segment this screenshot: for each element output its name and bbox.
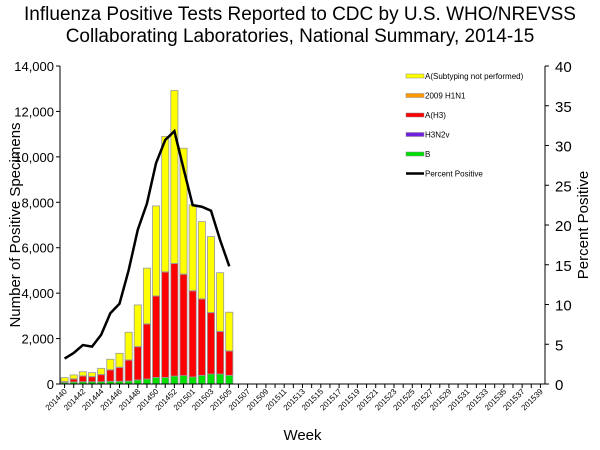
y-tick-label: 8,000 <box>21 195 54 210</box>
legend-label: 2009 H1N1 <box>425 92 466 101</box>
bar-b <box>179 375 188 385</box>
bar-a-h3- <box>142 323 151 380</box>
bar-b <box>133 379 142 385</box>
bar-b <box>225 374 234 385</box>
y-tick-label: 0 <box>47 377 54 392</box>
bar-a-subtyping-not-performed- <box>97 367 106 375</box>
legend-label: Percent Positive <box>425 170 483 179</box>
bar-a-subtyping-not-performed- <box>142 267 151 325</box>
title-line-1: Influenza Positive Tests Reported to CDC… <box>24 4 576 25</box>
percent-positive-line <box>63 128 231 360</box>
bar-a-subtyping-not-performed- <box>69 374 78 380</box>
y-tick-label: 10,000 <box>14 150 54 165</box>
y2-tick-label: 5 <box>555 337 563 354</box>
title-line-2: Collaborating Laboratories, National Sum… <box>65 26 535 47</box>
y-tick-label: 2,000 <box>21 332 54 347</box>
y2-axis-label: Percent Positive <box>575 171 592 279</box>
x-axis-label: Week <box>283 427 322 444</box>
bar-b <box>188 376 197 385</box>
bar-a-h3- <box>133 346 142 381</box>
chart-title: Influenza Positive Tests Reported to CDC… <box>0 4 600 48</box>
bar-a-h3- <box>78 375 87 383</box>
bar-a-h3- <box>152 295 161 378</box>
bar-a-subtyping-not-performed- <box>197 221 206 300</box>
y2-tick-label: 20 <box>555 218 572 235</box>
bar-a-subtyping-not-performed- <box>188 204 197 292</box>
bar-a-h3- <box>88 376 96 383</box>
y2-tick-label: 35 <box>555 99 572 116</box>
legend-label: A(H3) <box>425 111 446 120</box>
y2-tick-label: 15 <box>555 258 572 275</box>
bar-b <box>142 378 151 385</box>
bar-a-subtyping-not-performed- <box>179 147 188 275</box>
bar-a-subtyping-not-performed- <box>225 311 234 352</box>
legend-swatch <box>405 112 425 118</box>
y-tick-label: 12,000 <box>14 104 54 119</box>
bar-b <box>161 377 170 385</box>
bar-a-h3- <box>69 378 78 383</box>
bar-a-h3- <box>216 331 225 375</box>
bar-a-h3- <box>115 367 124 382</box>
bar-a-subtyping-not-performed- <box>60 377 69 382</box>
bar-a-h3- <box>225 350 234 376</box>
y-tick-label: 14,000 <box>14 59 54 74</box>
bar-a-h3- <box>124 359 133 382</box>
bar-a-subtyping-not-performed- <box>216 272 225 332</box>
bar-a-subtyping-not-performed- <box>124 331 133 361</box>
bar-a-subtyping-not-performed- <box>170 90 179 264</box>
y2-tick-label: 30 <box>555 139 572 156</box>
bar-a-subtyping-not-performed- <box>78 371 87 377</box>
y-tick-label: 4,000 <box>21 286 54 301</box>
y2-tick-label: 40 <box>555 59 572 76</box>
bar-a-h3- <box>188 290 197 378</box>
bar-a-h3- <box>179 273 188 376</box>
bar-a-subtyping-not-performed- <box>133 304 142 347</box>
legend-swatch <box>405 151 425 157</box>
bar-a-subtyping-not-performed- <box>115 352 124 368</box>
legend-swatch <box>405 73 425 79</box>
bar-b <box>170 375 179 385</box>
bar-a-subtyping-not-performed- <box>152 205 161 297</box>
bar-a-subtyping-not-performed- <box>161 136 170 273</box>
legend-swatch <box>405 132 425 137</box>
bar-b <box>207 373 215 385</box>
y2-tick-label: 25 <box>555 178 572 195</box>
y-axis-label: Number of Positive Specimens <box>7 122 24 327</box>
legend-swatch <box>405 93 425 98</box>
bar-b <box>216 373 225 385</box>
y2-tick-label: 0 <box>555 377 563 394</box>
bar-a-subtyping-not-performed- <box>106 358 115 371</box>
y2-tick-label: 10 <box>555 298 572 315</box>
bar-a-subtyping-not-performed- <box>207 236 215 313</box>
bar-a-h3- <box>161 271 170 378</box>
bar-b <box>152 377 161 385</box>
legend-label: B <box>425 150 430 159</box>
y-tick-label: 6,000 <box>21 241 54 256</box>
bar-b <box>197 374 206 385</box>
bar-a-h3- <box>207 312 215 375</box>
bar-a-h3- <box>106 369 115 382</box>
bar-a-subtyping-not-performed- <box>88 372 96 377</box>
legend-label: H3N2v <box>425 131 449 140</box>
bar-a-h3- <box>97 374 106 383</box>
bar-a-h3- <box>197 298 206 376</box>
bar-a-h3- <box>170 263 179 377</box>
legend-label: A(Subtyping not performed) <box>425 72 524 81</box>
